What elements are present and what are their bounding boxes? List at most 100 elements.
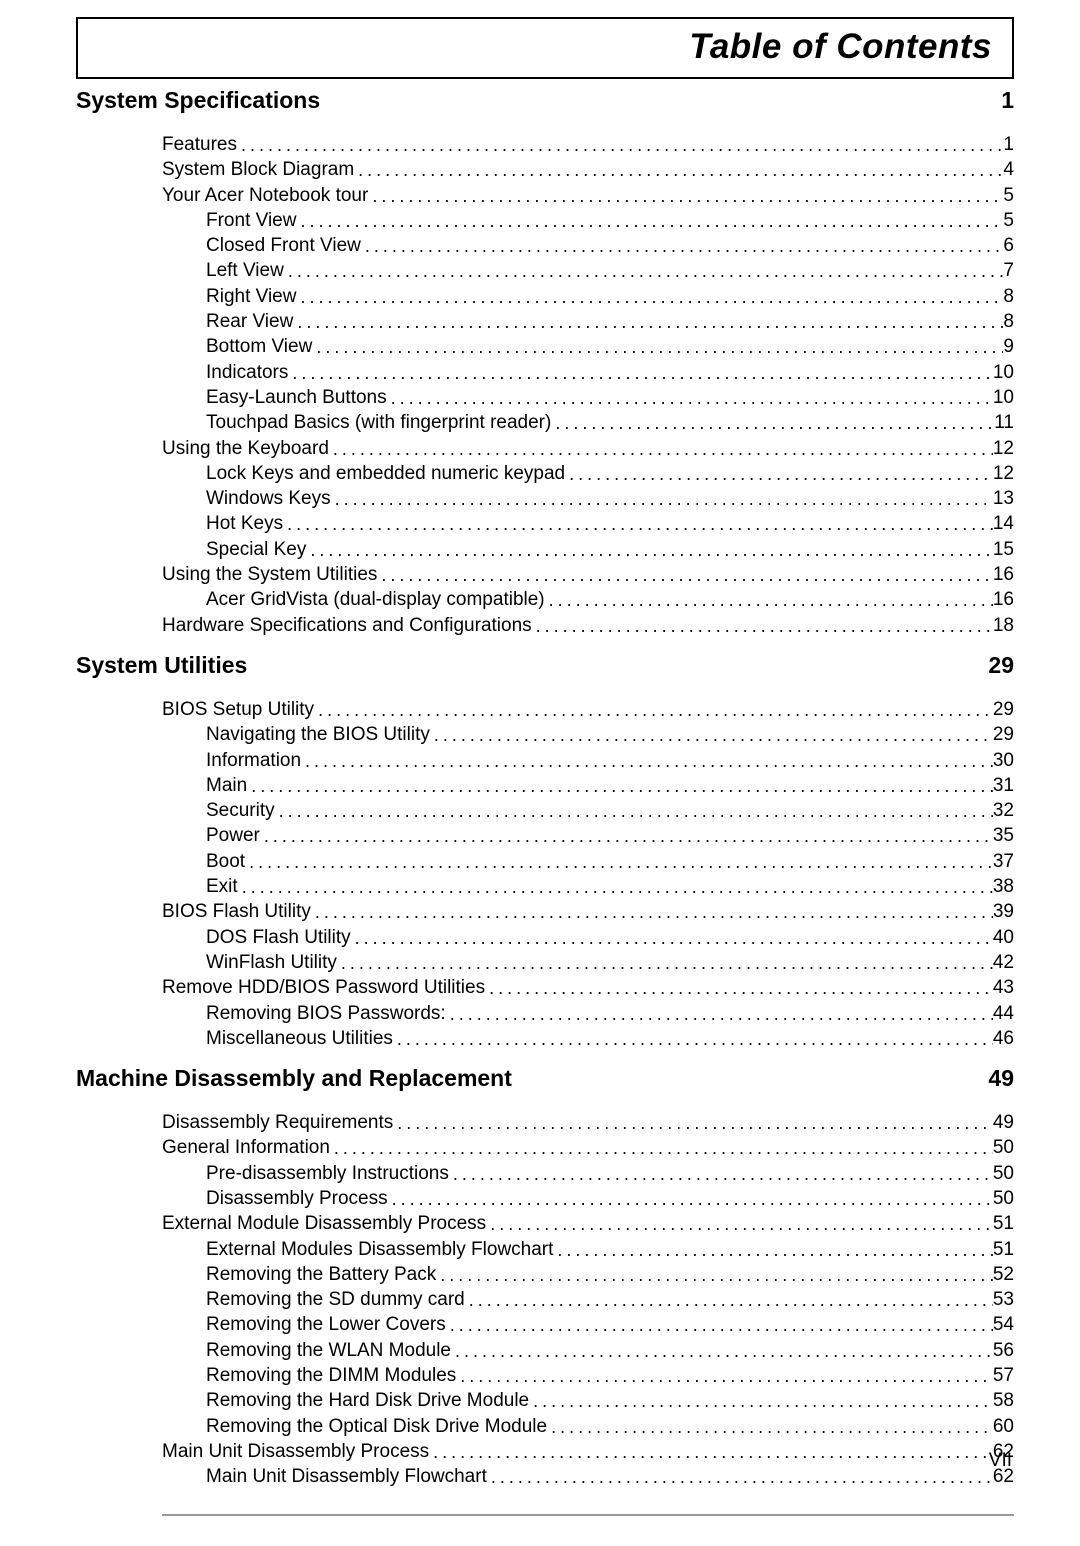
toc-entry[interactable]: BIOS Flash Utility39 <box>162 899 1014 924</box>
toc-entry[interactable]: Indicators10 <box>162 360 1014 385</box>
page-number: VII <box>989 1450 1012 1472</box>
toc-leader-dots <box>449 1162 993 1187</box>
toc-leader-dots <box>237 133 1003 158</box>
toc-entry[interactable]: Disassembly Requirements 49 <box>162 1110 1014 1135</box>
toc-block: Features1System Block Diagram 4Your Acer … <box>162 132 1014 638</box>
toc-entry[interactable]: External Module Disassembly Process51 <box>162 1211 1014 1236</box>
toc-entry-page: 32 <box>993 798 1014 823</box>
toc-leader-dots <box>331 487 993 512</box>
toc-entry[interactable]: Removing the Lower Covers54 <box>162 1312 1014 1337</box>
toc-entry-label: Removing the Hard Disk Drive Module <box>206 1388 529 1413</box>
toc-entry[interactable]: Bottom View9 <box>162 334 1014 359</box>
toc-entry[interactable]: Using the Keyboard12 <box>162 436 1014 461</box>
section-title[interactable]: Machine Disassembly and Replacement <box>76 1065 512 1092</box>
toc-entry-page: 4 <box>1003 157 1014 182</box>
toc-leader-dots <box>283 512 993 537</box>
toc-entry-label: Pre-disassembly Instructions <box>206 1161 449 1186</box>
toc-entry[interactable]: Right View8 <box>162 284 1014 309</box>
toc-leader-dots <box>275 799 993 824</box>
toc-entry-label: Features <box>162 132 237 157</box>
toc-entry[interactable]: Boot37 <box>162 849 1014 874</box>
section-page: 1 <box>1001 87 1014 114</box>
toc-entry[interactable]: Removing the DIMM Modules57 <box>162 1363 1014 1388</box>
toc-entry[interactable]: Remove HDD/BIOS Password Utilities43 <box>162 975 1014 1000</box>
toc-entry[interactable]: Removing the Hard Disk Drive Module58 <box>162 1388 1014 1413</box>
toc-entry-page: 16 <box>993 587 1014 612</box>
toc-entry-label: Closed Front View <box>206 233 361 258</box>
toc-leader-dots <box>430 723 993 748</box>
toc-entry[interactable]: Information30 <box>162 748 1014 773</box>
toc-entry[interactable]: Special Key15 <box>162 537 1014 562</box>
toc-entry-page: 56 <box>993 1338 1014 1363</box>
toc-entry-label: Bottom View <box>206 334 312 359</box>
toc-entry-page: 50 <box>993 1186 1014 1211</box>
page-title: Table of Contents <box>88 27 992 67</box>
toc-entry[interactable]: Main Unit Disassembly Flowchart62 <box>162 1464 1014 1489</box>
toc-leader-dots <box>456 1364 993 1389</box>
toc-entry[interactable]: Hardware Specifications and Configuratio… <box>162 613 1014 638</box>
toc-entry[interactable]: Removing the Optical Disk Drive Module60 <box>162 1414 1014 1439</box>
toc-entry-page: 49 <box>993 1110 1014 1135</box>
section-title[interactable]: System Specifications <box>76 87 320 114</box>
toc-entry[interactable]: Exit38 <box>162 874 1014 899</box>
toc-entry[interactable]: Using the System Utilities16 <box>162 562 1014 587</box>
toc-entry[interactable]: Removing the WLAN Module56 <box>162 1338 1014 1363</box>
toc-entry-label: Power <box>206 823 260 848</box>
toc-entry[interactable]: Hot Keys14 <box>162 511 1014 536</box>
toc-entry-page: 31 <box>993 773 1014 798</box>
toc-entry-label: General Information <box>162 1135 330 1160</box>
toc-leader-dots <box>393 1111 993 1136</box>
toc-entry[interactable]: Acer GridVista (dual-display compatible)… <box>162 587 1014 612</box>
toc-entry[interactable]: Left View7 <box>162 258 1014 283</box>
toc-entry-page: 8 <box>1003 309 1014 334</box>
toc-entry[interactable]: Rear View8 <box>162 309 1014 334</box>
toc-leader-dots <box>330 1136 993 1161</box>
toc-entry-label: Removing BIOS Passwords: <box>206 1001 446 1026</box>
toc-sections: System Specifications 1 Features1System Bl… <box>76 87 1014 1490</box>
toc-entry-page: 16 <box>993 562 1014 587</box>
toc-entry-page: 6 <box>1003 233 1014 258</box>
toc-entry[interactable]: Navigating the BIOS Utility29 <box>162 722 1014 747</box>
toc-leader-dots <box>387 386 993 411</box>
toc-leader-dots <box>551 411 994 436</box>
section-title[interactable]: System Utilities <box>76 652 247 679</box>
toc-entry[interactable]: Windows Keys13 <box>162 486 1014 511</box>
toc-entry-label: Windows Keys <box>206 486 331 511</box>
toc-leader-dots <box>486 1212 993 1237</box>
toc-entry[interactable]: Easy-Launch Buttons10 <box>162 385 1014 410</box>
toc-entry-label: System Block Diagram <box>162 157 354 182</box>
toc-entry[interactable]: General Information50 <box>162 1135 1014 1160</box>
toc-entry[interactable]: Closed Front View 6 <box>162 233 1014 258</box>
toc-entry[interactable]: Power35 <box>162 823 1014 848</box>
toc-entry[interactable]: Removing the SD dummy card53 <box>162 1287 1014 1312</box>
toc-entry[interactable]: DOS Flash Utility40 <box>162 925 1014 950</box>
toc-entry-label: Hardware Specifications and Configuratio… <box>162 613 532 638</box>
toc-entry[interactable]: Pre-disassembly Instructions50 <box>162 1161 1014 1186</box>
toc-entry[interactable]: Main31 <box>162 773 1014 798</box>
toc-entry[interactable]: WinFlash Utility42 <box>162 950 1014 975</box>
toc-entry[interactable]: Security32 <box>162 798 1014 823</box>
toc-entry-page: 44 <box>993 1001 1014 1026</box>
title-frame: Table of Contents <box>76 17 1014 79</box>
toc-entry[interactable]: Lock Keys and embedded numeric keypad12 <box>162 461 1014 486</box>
toc-leader-dots <box>565 462 993 487</box>
toc-leader-dots <box>436 1263 993 1288</box>
toc-entry[interactable]: Front View5 <box>162 208 1014 233</box>
toc-entry[interactable]: BIOS Setup Utility29 <box>162 697 1014 722</box>
toc-entry[interactable]: Your Acer Notebook tour5 <box>162 183 1014 208</box>
toc-entry[interactable]: Removing BIOS Passwords: 44 <box>162 1001 1014 1026</box>
toc-entry[interactable]: External Modules Disassembly Flowchart51 <box>162 1237 1014 1262</box>
toc-leader-dots <box>301 749 993 774</box>
toc-entry[interactable]: Touchpad Basics (with fingerprint reader… <box>162 410 1014 435</box>
toc-entry[interactable]: Miscellaneous Utilities46 <box>162 1026 1014 1051</box>
toc-entry[interactable]: Main Unit Disassembly Process62 <box>162 1439 1014 1464</box>
toc-entry-label: Removing the Battery Pack <box>206 1262 436 1287</box>
toc-entry[interactable]: Disassembly Process50 <box>162 1186 1014 1211</box>
toc-leader-dots <box>238 875 993 900</box>
toc-entry[interactable]: Features1 <box>162 132 1014 157</box>
toc-entry-label: Disassembly Requirements <box>162 1110 393 1135</box>
toc-entry[interactable]: Removing the Battery Pack52 <box>162 1262 1014 1287</box>
toc-leader-dots <box>485 976 993 1001</box>
toc-entry-page: 51 <box>993 1211 1014 1236</box>
toc-entry[interactable]: System Block Diagram 4 <box>162 157 1014 182</box>
